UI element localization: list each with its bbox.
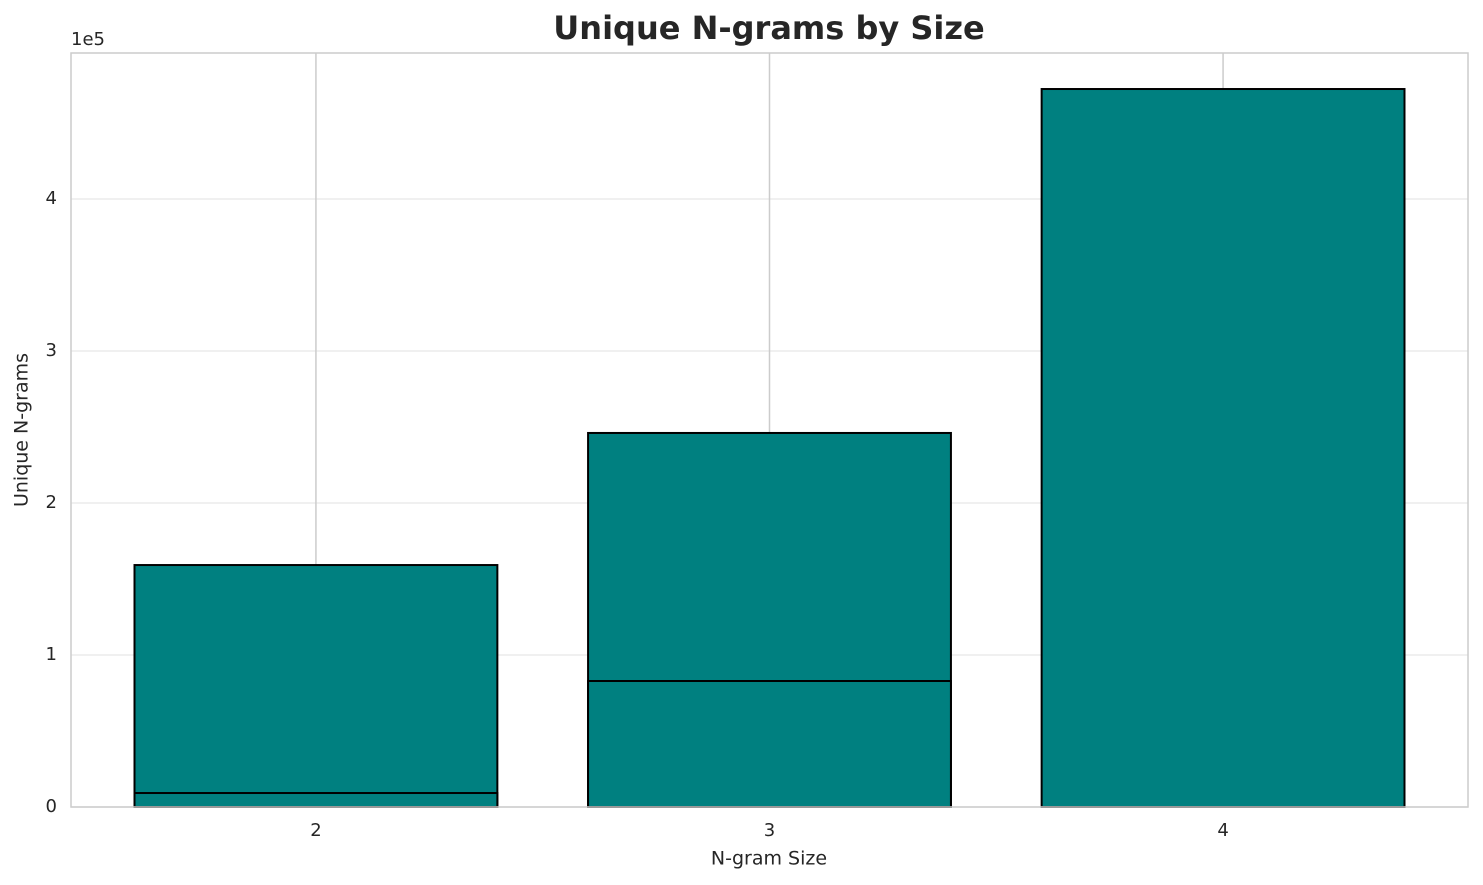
- y-tick-label: 4: [46, 188, 57, 209]
- x-tick-label: 2: [310, 820, 321, 841]
- x-tick-label: 3: [764, 820, 775, 841]
- x-tick-label: 4: [1217, 820, 1228, 841]
- y-offset-label: 1e5: [71, 29, 105, 50]
- y-tick-label: 2: [46, 492, 57, 513]
- bar: [133, 564, 499, 809]
- y-axis-label: Unique N-grams: [11, 353, 33, 507]
- bar: [133, 792, 499, 808]
- y-tick-label: 3: [46, 340, 57, 361]
- y-tick-label: 1: [46, 644, 57, 665]
- chart-title: Unique N-grams by Size: [553, 9, 984, 47]
- bar: [587, 680, 952, 808]
- plot-frame: [70, 52, 1469, 808]
- x-axis-label: N-gram Size: [711, 848, 827, 870]
- bar: [1040, 88, 1406, 808]
- y-tick-label: 0: [46, 796, 57, 817]
